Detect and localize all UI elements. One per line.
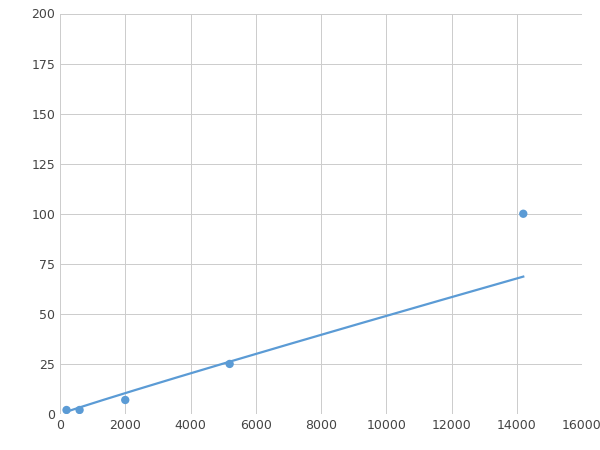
Point: [75, 406, 85, 414]
Point: [121, 396, 130, 404]
Point: [62, 406, 71, 414]
Point: [518, 210, 528, 217]
Point: [225, 360, 235, 368]
